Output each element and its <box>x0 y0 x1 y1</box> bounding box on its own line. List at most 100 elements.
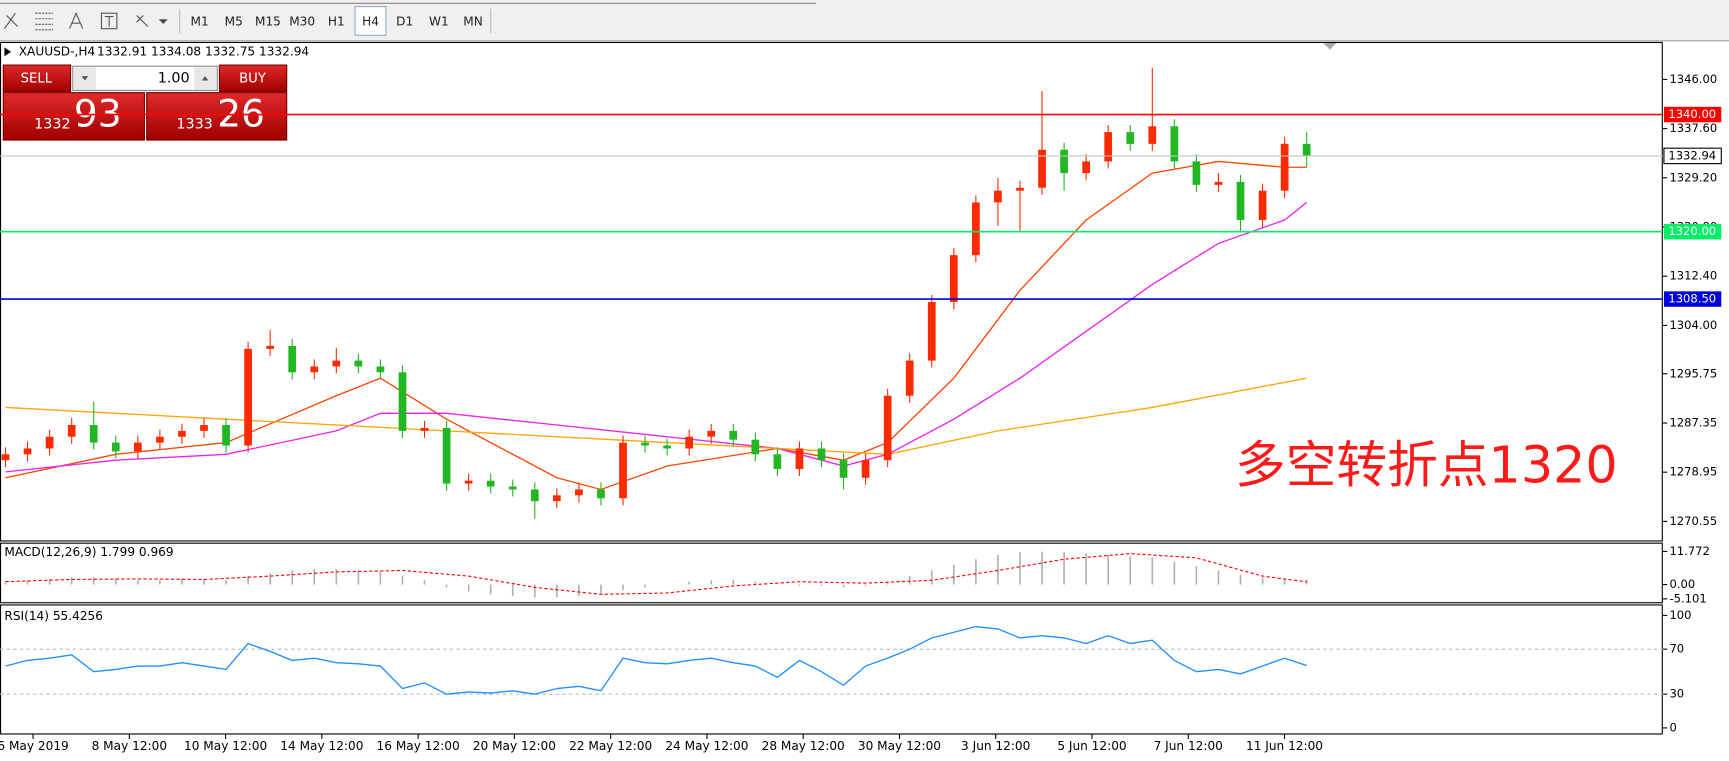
candle-body <box>707 430 716 437</box>
candle-body <box>464 480 473 484</box>
x-tick-label: 30 May 12:00 <box>858 739 941 753</box>
candle-body <box>817 448 826 461</box>
x-tick-label: 8 May 12:00 <box>92 739 167 753</box>
candle-body <box>398 372 407 431</box>
candle-body <box>1038 149 1046 188</box>
drawing-tools[interactable] <box>3 11 168 31</box>
candle-body <box>597 489 605 499</box>
level-label: 1320.00 <box>1668 224 1716 238</box>
candle-body <box>1 454 10 461</box>
timeframe-button[interactable]: MN <box>463 15 483 29</box>
level-label: 1340.00 <box>1668 107 1716 121</box>
candle-body <box>949 255 958 303</box>
candle-body <box>883 395 892 461</box>
candle-body <box>23 448 32 455</box>
candle-body <box>288 345 297 373</box>
sell-price-box[interactable] <box>2 92 146 141</box>
buy-label[interactable]: BUY <box>239 71 267 86</box>
buy-price-box[interactable] <box>146 92 288 141</box>
level-label: 1308.50 <box>1668 292 1716 306</box>
y-tick-label: 1270.55 <box>1669 514 1717 528</box>
y-tick-label: 30 <box>1669 687 1684 701</box>
x-tick-label: 14 May 12:00 <box>280 739 363 753</box>
candle-body <box>1214 181 1223 185</box>
toolbar <box>0 0 1729 41</box>
y-tick-label: 1287.35 <box>1669 415 1717 429</box>
candle-body <box>1060 149 1068 174</box>
candle-body <box>729 430 738 440</box>
candle-body <box>376 366 385 373</box>
y-tick-label: 100 <box>1669 608 1691 622</box>
candle-body <box>111 442 120 452</box>
macd-title: MACD(12,26,9) 1.799 0.969 <box>4 545 173 559</box>
y-tick-label: 1337.60 <box>1669 121 1717 135</box>
x-tick-label: 7 Jun 12:00 <box>1154 739 1223 753</box>
lot-value[interactable]: 1.00 <box>158 70 190 86</box>
candle-body <box>442 427 451 484</box>
timeframe-button[interactable]: M30 <box>289 15 315 29</box>
candle-body <box>332 360 341 367</box>
timeframe-button[interactable]: W1 <box>429 15 449 29</box>
x-tick-label: 11 Jun 12:00 <box>1246 739 1323 753</box>
candle-body <box>310 366 319 373</box>
candle-body <box>486 480 495 487</box>
buy-button[interactable] <box>218 64 288 93</box>
y-tick-label: 1295.75 <box>1669 366 1717 380</box>
candle-body <box>927 302 936 361</box>
timeframe-button[interactable]: M1 <box>190 15 208 29</box>
candle-body <box>1192 161 1201 185</box>
level-label-box <box>1663 106 1722 123</box>
y-tick-label: -5.101 <box>1669 591 1706 605</box>
sell-label[interactable]: SELL <box>21 71 53 86</box>
candle-body <box>244 348 252 446</box>
timeframe-button[interactable]: M15 <box>255 15 281 29</box>
candle-body <box>178 430 186 437</box>
annotation: 多空转折点1320 <box>1235 436 1618 495</box>
x-tick-label: 3 Jun 12:00 <box>961 739 1030 753</box>
candle-body <box>222 425 230 446</box>
candle-body <box>508 486 517 490</box>
x-tick-label: 6 May 2019 <box>0 739 69 753</box>
rsi-line <box>5 625 1307 695</box>
candle-body <box>1258 190 1267 220</box>
candle-body <box>1126 132 1135 144</box>
candle-body <box>420 427 429 431</box>
candle-body <box>994 190 1002 203</box>
timeframe-button[interactable]: H4 <box>362 15 379 29</box>
candle-body <box>839 460 848 478</box>
buy-price-main: 1333 <box>176 117 212 133</box>
rsi-panel <box>0 604 1663 735</box>
candle-body <box>45 436 54 449</box>
timeframe-button[interactable]: D1 <box>396 15 413 29</box>
last-price-box <box>1663 147 1722 165</box>
y-tick-label: 0 <box>1669 720 1676 734</box>
level-label-box <box>1663 291 1722 307</box>
candle-body <box>575 489 583 496</box>
candle-body <box>861 460 870 478</box>
candle-body <box>751 439 760 455</box>
x-tick-label: 5 Jun 12:00 <box>1057 739 1126 753</box>
candle-body <box>1170 126 1179 162</box>
candle-body <box>663 445 671 449</box>
y-tick-label: 1329.20 <box>1669 170 1717 184</box>
last-price-label: 1332.94 <box>1668 148 1716 162</box>
candle-body <box>354 360 363 367</box>
y-tick-label: 1312.40 <box>1669 269 1717 283</box>
y-tick-label: 1346.00 <box>1669 72 1717 86</box>
candle-body <box>1148 126 1157 144</box>
sell-button[interactable] <box>2 64 72 93</box>
x-tick-label: 20 May 12:00 <box>473 739 556 753</box>
timeframe-button[interactable]: H1 <box>328 15 345 29</box>
candle-body <box>89 425 98 443</box>
lot-input[interactable] <box>72 65 218 91</box>
active-timeframe <box>354 6 387 36</box>
candle-body <box>972 202 980 256</box>
x-tick-label: 24 May 12:00 <box>665 739 748 753</box>
level-label-box <box>1663 223 1722 240</box>
candle-body <box>133 442 142 452</box>
sell-price-big: 93 <box>74 91 122 135</box>
timeframe-button[interactable]: M5 <box>225 15 243 29</box>
macd-signal <box>5 553 1307 595</box>
candle-body <box>1016 187 1024 191</box>
